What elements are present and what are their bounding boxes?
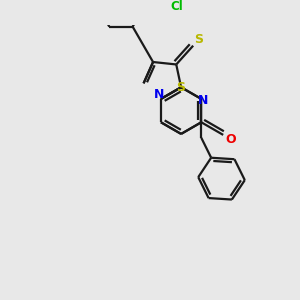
Text: S: S [194,33,203,46]
Text: N: N [154,88,164,101]
Text: O: O [225,133,236,146]
Text: S: S [177,81,186,94]
Text: N: N [198,94,208,107]
Text: Cl: Cl [170,0,183,13]
